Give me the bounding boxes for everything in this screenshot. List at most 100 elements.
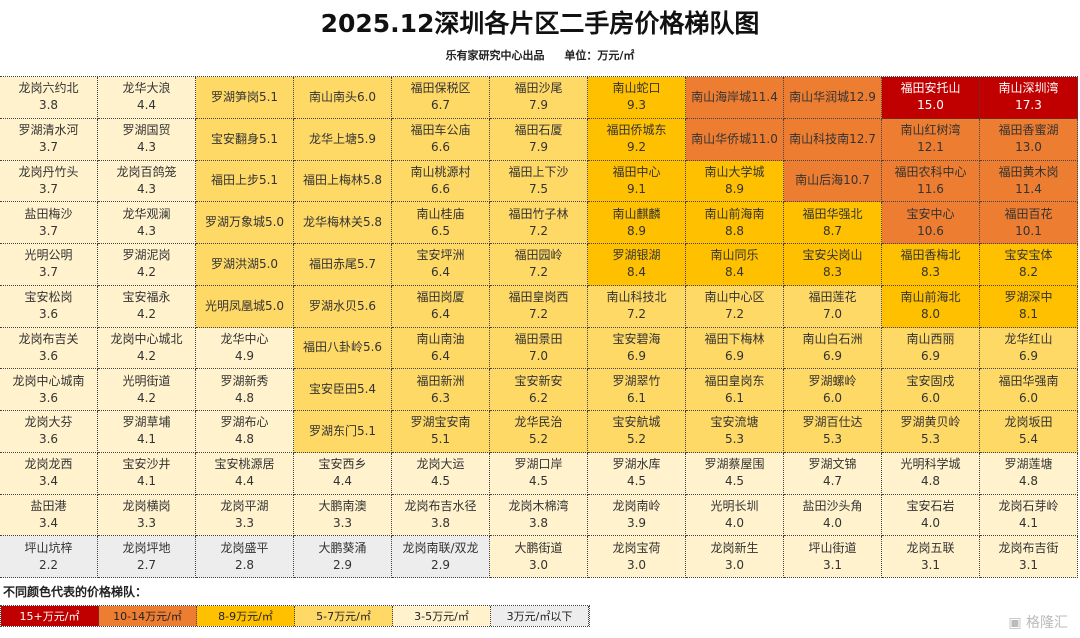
- table-cell: 龙岗大芬 3.6: [0, 411, 98, 453]
- table-cell: 大鹏街道 3.0: [490, 536, 588, 578]
- area-name: 龙岗六约北: [18, 81, 79, 96]
- area-name: 宝安宝体: [1004, 248, 1053, 263]
- area-price: 2.9: [332, 557, 353, 572]
- area-price: 12.1: [917, 140, 944, 155]
- area-price: 6.9: [822, 348, 843, 363]
- area-price: 5.8: [362, 215, 383, 230]
- area-name: 龙岗龙西: [24, 457, 73, 472]
- area-name: 福田华强北: [802, 206, 863, 221]
- area-price: 8.3: [822, 265, 843, 280]
- area-price: 4.4: [136, 98, 157, 113]
- area-name: 龙华上塘: [308, 131, 357, 146]
- table-cell: 宝安尖岗山 8.3: [784, 244, 882, 286]
- area-price: 4.0: [822, 515, 843, 530]
- area-name: 光明公明: [24, 248, 73, 263]
- table-cell: 龙华上塘 5.9: [294, 118, 392, 161]
- table-cell: 南山麒麟 8.9: [588, 202, 686, 244]
- area-name: 光明长圳: [710, 498, 759, 513]
- table-cell: 罗湖口岸 4.5: [490, 452, 588, 495]
- table-cell: 罗湖清水河 3.7: [0, 118, 98, 161]
- area-name: 南山深圳湾: [998, 81, 1059, 96]
- table-cell: 龙华民治 5.2: [490, 411, 588, 453]
- area-price: 6.9: [626, 348, 647, 363]
- area-name: 宝安福永: [122, 290, 171, 305]
- area-price: 5.1: [356, 423, 377, 438]
- area-price: 8.9: [724, 181, 745, 196]
- area-name: 盐田港: [30, 498, 67, 513]
- area-price: 4.0: [920, 515, 941, 530]
- area-price: 5.3: [724, 432, 745, 447]
- table-cell: 龙华大浪 4.4: [98, 77, 196, 119]
- table-cell: 龙岗南岭 3.9: [588, 494, 686, 537]
- area-name: 大鹏街道: [514, 540, 563, 555]
- table-cell: 龙岗中心城南 3.6: [0, 369, 98, 411]
- area-name: 罗湖水库: [612, 457, 661, 472]
- area-name: 罗湖清水河: [18, 123, 79, 138]
- table-cell: 福田中心 9.1: [588, 160, 686, 203]
- area-price: 4.5: [626, 474, 647, 489]
- table-cell: 罗湖水贝 5.6: [294, 285, 392, 328]
- area-name: 罗湖银湖: [612, 248, 661, 263]
- area-name: 南山后海: [795, 173, 844, 188]
- area-price: 3.9: [626, 515, 647, 530]
- area-name: 罗湖文锦: [808, 457, 857, 472]
- table-cell: 龙岗坂田 5.4: [980, 411, 1078, 453]
- area-price: 4.3: [136, 140, 157, 155]
- area-name: 龙华民治: [514, 415, 563, 430]
- table-cell: 龙岗中心城北 4.2: [98, 327, 196, 370]
- area-name: 罗湖莲塘: [1004, 457, 1053, 472]
- area-price: 4.1: [136, 474, 157, 489]
- area-price: 6.0: [1018, 390, 1039, 405]
- area-price: 3.6: [38, 348, 59, 363]
- area-name: 龙华红山: [1004, 331, 1053, 346]
- table-cell: 福田沙尾 7.9: [490, 77, 588, 119]
- table-cell: 罗湖深中 8.1: [980, 285, 1078, 328]
- area-name: 南山科技南: [789, 131, 850, 146]
- area-price: 4.9: [234, 348, 255, 363]
- area-price: 3.3: [332, 515, 353, 530]
- chart-subtitle: 乐有家研究中心出品 单位：万元/㎡: [0, 47, 1080, 63]
- area-name: 坪山街道: [808, 540, 857, 555]
- area-price: 4.3: [136, 223, 157, 238]
- area-price: 5.7: [356, 256, 377, 271]
- area-price: 5.4: [356, 382, 377, 397]
- table-cell: 龙岗五联 3.1: [882, 536, 980, 578]
- area-name: 南山麒麟: [612, 206, 661, 221]
- legend-item: 15+万元/㎡: [1, 606, 99, 626]
- area-price: 4.8: [920, 474, 941, 489]
- table-cell: 龙岗丹竹头 3.7: [0, 160, 98, 203]
- area-name: 光明凤凰城: [204, 298, 265, 313]
- table-cell: 罗湖东门 5.1: [294, 411, 392, 453]
- area-name: 福田保税区: [410, 81, 471, 96]
- table-cell: 盐田梅沙 3.7: [0, 202, 98, 244]
- area-price: 6.0: [920, 390, 941, 405]
- area-name: 龙岗木棉湾: [508, 498, 569, 513]
- table-cell: 南山同乐 8.4: [686, 244, 784, 286]
- table-cell: 光明街道 4.2: [98, 369, 196, 411]
- area-name: 罗湖洪湖: [210, 256, 259, 271]
- table-cell: 福田八卦岭 5.6: [294, 327, 392, 370]
- area-price: 4.1: [1018, 515, 1039, 530]
- area-price: 8.1: [1018, 307, 1039, 322]
- watermark-logo: ▣ 格隆汇: [1008, 615, 1068, 631]
- area-price: 17.3: [1015, 98, 1042, 113]
- area-price: 2.2: [38, 557, 59, 572]
- table-cell: 罗湖银湖 8.4: [588, 244, 686, 286]
- area-name: 罗湖口岸: [514, 457, 563, 472]
- area-price: 4.2: [136, 307, 157, 322]
- table-cell: 光明凤凰城 5.0: [196, 285, 294, 328]
- area-price: 6.9: [920, 348, 941, 363]
- table-cell: 福田车公庙 6.6: [392, 118, 490, 161]
- table-cell: 南山白石洲 6.9: [784, 327, 882, 370]
- table-cell: 南山南头 6.0: [294, 77, 392, 119]
- area-name: 福田车公庙: [410, 123, 471, 138]
- table-cell: 南山科技北 7.2: [588, 285, 686, 328]
- table-cell: 南山前海南 8.8: [686, 202, 784, 244]
- area-name: 宝安松岗: [24, 290, 73, 305]
- area-name: 南山前海北: [900, 290, 961, 305]
- area-name: 龙岗大芬: [24, 415, 73, 430]
- area-price: 3.0: [528, 557, 549, 572]
- area-name: 南山海岸城: [691, 89, 752, 104]
- table-cell: 南山南油 6.4: [392, 327, 490, 370]
- area-name: 南山桃源村: [410, 164, 471, 179]
